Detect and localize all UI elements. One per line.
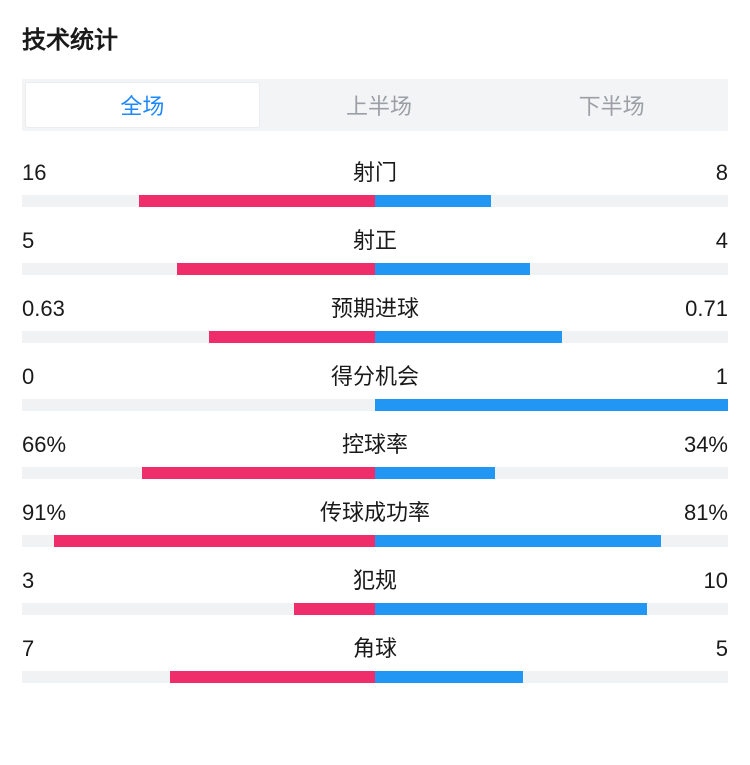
- stat-bar-left-fill: [142, 467, 375, 479]
- stat-bar-right-fill: [375, 331, 562, 343]
- stat-bar-right-fill: [375, 671, 523, 683]
- stat-right-value: 8: [668, 160, 728, 186]
- page-title: 技术统计: [22, 20, 728, 55]
- stat-bar-track: [22, 467, 728, 479]
- stat-right-value: 5: [668, 636, 728, 662]
- stat-bar-right-fill: [375, 263, 530, 275]
- stat-label: 控球率: [82, 427, 668, 459]
- stat-label: 预期进球: [82, 291, 668, 323]
- stat-row: 5射正4: [22, 223, 728, 275]
- stat-right-value: 34%: [668, 432, 728, 458]
- stat-bar-track: [22, 331, 728, 343]
- stat-label: 射门: [82, 155, 668, 187]
- stat-row: 66%控球率34%: [22, 427, 728, 479]
- stat-bar-right-fill: [375, 535, 661, 547]
- tab-1[interactable]: 上半场: [263, 79, 496, 131]
- stat-bar-track: [22, 263, 728, 275]
- stat-label: 犯规: [82, 563, 668, 595]
- stat-bar-left-fill: [170, 671, 375, 683]
- stat-bar-track: [22, 399, 728, 411]
- stat-row: 16射门8: [22, 155, 728, 207]
- stat-right-value: 1: [668, 364, 728, 390]
- stat-bar-left-fill: [209, 331, 375, 343]
- tab-2[interactable]: 下半场: [495, 79, 728, 131]
- stat-label: 传球成功率: [82, 495, 668, 527]
- stat-left-value: 5: [22, 228, 82, 254]
- stat-row: 91%传球成功率81%: [22, 495, 728, 547]
- stat-bar-left-fill: [294, 603, 375, 615]
- stat-bar-right-fill: [375, 467, 495, 479]
- stat-header: 66%控球率34%: [22, 427, 728, 459]
- stat-bar-left-fill: [54, 535, 375, 547]
- stat-left-value: 0.63: [22, 296, 82, 322]
- stat-left-value: 7: [22, 636, 82, 662]
- stat-bar-right-fill: [375, 195, 491, 207]
- stat-row: 7角球5: [22, 631, 728, 683]
- stat-left-value: 91%: [22, 500, 82, 526]
- stat-bar-track: [22, 603, 728, 615]
- stat-right-value: 4: [668, 228, 728, 254]
- stat-bar-left-fill: [177, 263, 375, 275]
- stat-left-value: 66%: [22, 432, 82, 458]
- stat-right-value: 10: [668, 568, 728, 594]
- stat-bar-right-fill: [375, 603, 647, 615]
- stats-container: 16射门85射正40.63预期进球0.710得分机会166%控球率34%91%传…: [22, 155, 728, 683]
- tab-0[interactable]: 全场: [26, 83, 259, 127]
- stat-label: 得分机会: [82, 359, 668, 391]
- stat-right-value: 0.71: [668, 296, 728, 322]
- stat-header: 0.63预期进球0.71: [22, 291, 728, 323]
- stat-bar-right-fill: [375, 399, 728, 411]
- stat-header: 91%传球成功率81%: [22, 495, 728, 527]
- stat-bar-left-fill: [139, 195, 376, 207]
- stat-header: 7角球5: [22, 631, 728, 663]
- stat-bar-track: [22, 535, 728, 547]
- stat-left-value: 0: [22, 364, 82, 390]
- stat-row: 3犯规10: [22, 563, 728, 615]
- stat-header: 16射门8: [22, 155, 728, 187]
- stat-right-value: 81%: [668, 500, 728, 526]
- stat-header: 0得分机会1: [22, 359, 728, 391]
- stat-bar-track: [22, 671, 728, 683]
- stat-row: 0得分机会1: [22, 359, 728, 411]
- stat-row: 0.63预期进球0.71: [22, 291, 728, 343]
- stat-left-value: 16: [22, 160, 82, 186]
- stat-left-value: 3: [22, 568, 82, 594]
- stat-label: 角球: [82, 631, 668, 663]
- tabs-container: 全场上半场下半场: [22, 79, 728, 131]
- stat-bar-track: [22, 195, 728, 207]
- stat-header: 5射正4: [22, 223, 728, 255]
- stat-header: 3犯规10: [22, 563, 728, 595]
- stat-label: 射正: [82, 223, 668, 255]
